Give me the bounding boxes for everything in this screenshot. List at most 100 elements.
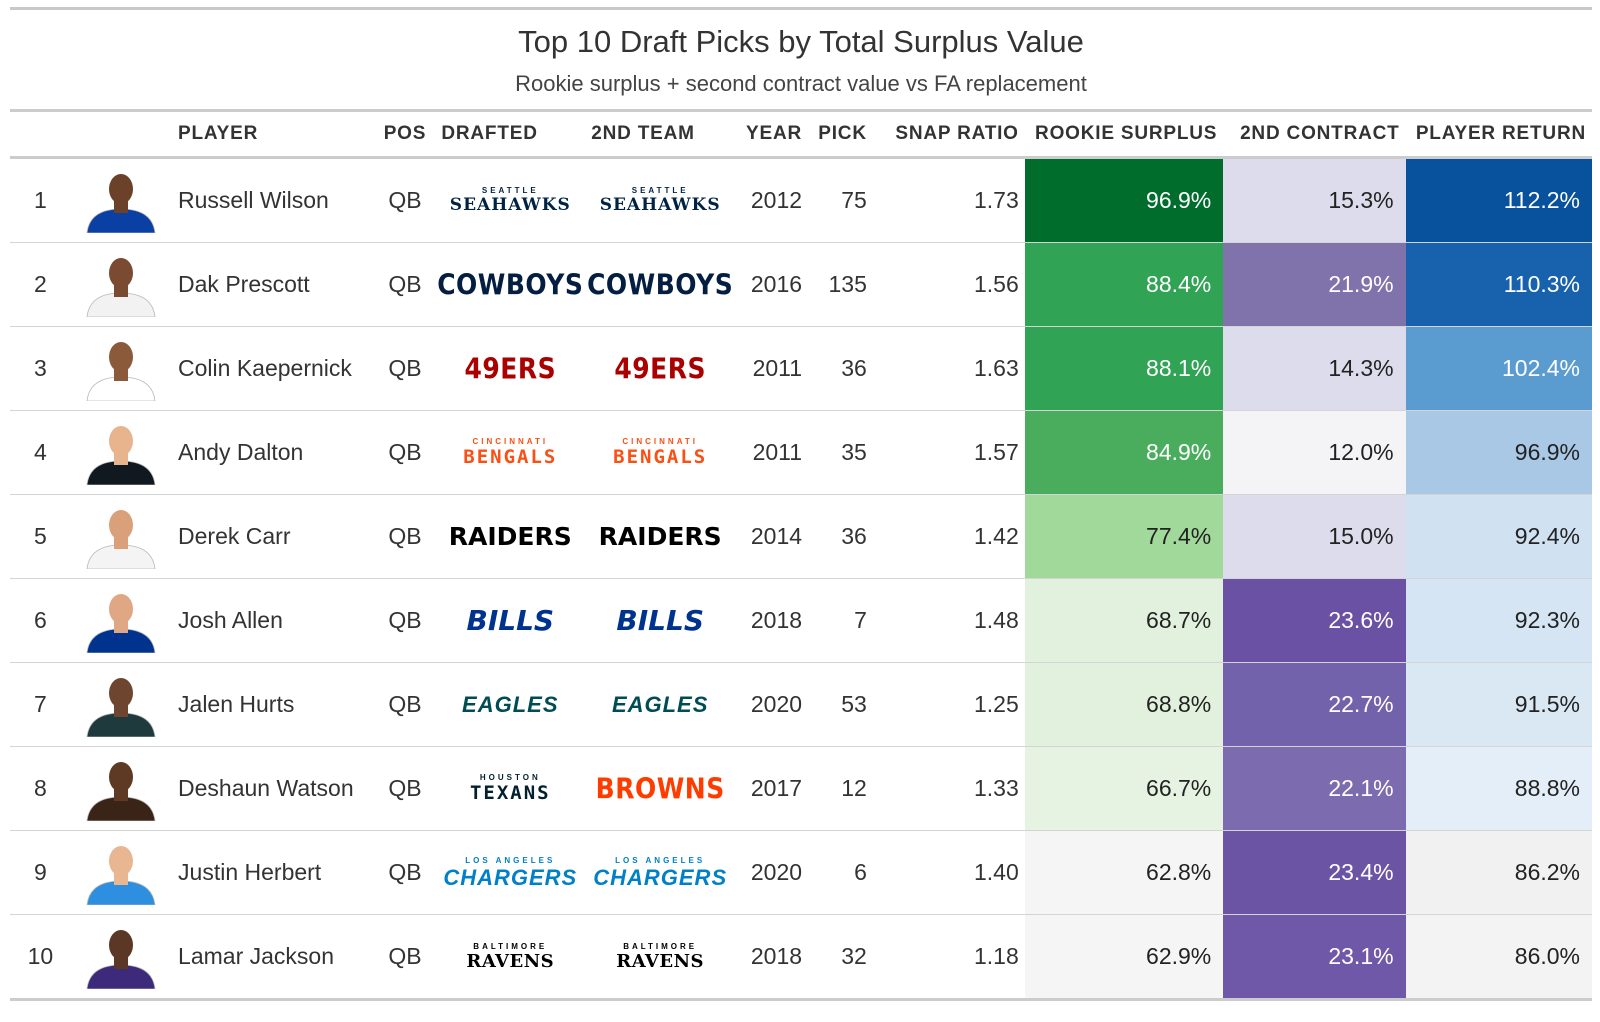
team-logo-chargers: LOS ANGELES CHARGERS (593, 856, 727, 889)
team-logo-super: LOS ANGELES (465, 855, 556, 865)
rank-cell: 9 (10, 830, 71, 915)
second-contract-cell: 15.0% (1223, 494, 1406, 579)
year-cell: 2016 (735, 242, 809, 327)
position-cell: QB (374, 494, 436, 579)
rank-cell: 8 (10, 746, 71, 831)
headshot-cell (70, 494, 173, 579)
table-row: 9 Justin Herbert QB LOS ANGELES CHARGERS LOS … (10, 830, 1592, 915)
rookie-surplus-cell: 77.4% (1024, 494, 1224, 579)
player-headshot-icon (86, 929, 156, 989)
player-headshot-icon (86, 593, 156, 653)
team-logo-bills: BILLS (616, 606, 704, 635)
second-contract-cell: 22.7% (1223, 662, 1406, 747)
drafted-team-cell: SEATTLE SEAHAWKS (435, 157, 586, 243)
top-rule (10, 7, 1592, 10)
pick-cell: 32 (808, 914, 873, 1001)
player-headshot-icon (86, 761, 156, 821)
second-contract-cell: 12.0% (1223, 410, 1406, 495)
player-name: Dak Prescott (172, 242, 375, 327)
player-name: Deshaun Watson (172, 746, 375, 831)
year-cell: 2011 (735, 410, 809, 495)
col-second-team: 2ND TEAM (585, 109, 736, 159)
headshot-cell (70, 157, 173, 243)
position-cell: QB (374, 410, 436, 495)
team-logo-main: SEAHAWKS (449, 195, 571, 215)
player-return-cell: 92.4% (1405, 494, 1592, 579)
player-name: Colin Kaepernick (172, 326, 375, 411)
team-logo-cowboys: COWBOYS (437, 270, 583, 299)
col-rank (10, 109, 71, 159)
player-return-cell: 86.2% (1405, 830, 1592, 915)
rank-cell: 3 (10, 326, 71, 411)
team-logo-bengals: CINCINNATI BENGALS (613, 438, 707, 467)
team-logo-49ers: 49ERS (464, 354, 556, 383)
team-logo-eagles: EAGLES (612, 693, 708, 716)
second-team-cell: EAGLES (585, 662, 736, 747)
rank-cell: 7 (10, 662, 71, 747)
second-contract-cell: 22.1% (1223, 746, 1406, 831)
player-name: Jalen Hurts (172, 662, 375, 747)
table-row: 7 Jalen Hurts QB EAGLES EAGLES 2020 53 1.25 68.8… (10, 662, 1592, 747)
player-return-cell: 112.2% (1405, 157, 1592, 243)
second-team-cell: 49ERS (585, 326, 736, 411)
rank-cell: 6 (10, 578, 71, 663)
rookie-surplus-cell: 62.9% (1024, 914, 1224, 1001)
drafted-team-cell: RAIDERS (435, 494, 586, 579)
team-logo-main: RAVENS (466, 950, 555, 972)
player-return-cell: 102.4% (1405, 326, 1592, 411)
headshot-cell (70, 662, 173, 747)
team-logo-main: COWBOYS (587, 267, 734, 302)
snap-ratio-cell: 1.63 (872, 326, 1025, 411)
snap-ratio-cell: 1.73 (872, 157, 1025, 243)
team-logo-super: CINCINNATI (622, 437, 698, 446)
rookie-surplus-cell: 66.7% (1024, 746, 1224, 831)
rank-cell: 2 (10, 242, 71, 327)
second-team-cell: LOS ANGELES CHARGERS (585, 830, 736, 915)
col-player: PLAYER (172, 109, 375, 159)
rookie-surplus-cell: 62.8% (1024, 830, 1224, 915)
player-return-cell: 86.0% (1405, 914, 1592, 1001)
table-row: 8 Deshaun Watson QB HOUSTON TEXANS BROWNS 2017… (10, 746, 1592, 831)
player-headshot-icon (86, 509, 156, 569)
team-logo-super: BALTIMORE (473, 941, 548, 951)
team-logo-ravens: BALTIMORE RAVENS (466, 941, 555, 972)
drafted-team-cell: 49ERS (435, 326, 586, 411)
table-row: 4 Andy Dalton QB CINCINNATI BENGALS CINCINNAT… (10, 410, 1592, 495)
rookie-surplus-cell: 88.1% (1024, 326, 1224, 411)
headshot-cell (70, 410, 173, 495)
player-name: Justin Herbert (172, 830, 375, 915)
player-headshot-icon (86, 173, 156, 233)
second-contract-cell: 23.1% (1223, 914, 1406, 1001)
year-cell: 2017 (735, 746, 809, 831)
second-team-cell: COWBOYS (585, 242, 736, 327)
player-headshot-icon (86, 677, 156, 737)
col-pos: POS (374, 109, 436, 159)
second-contract-cell: 23.6% (1223, 578, 1406, 663)
snap-ratio-cell: 1.25 (872, 662, 1025, 747)
drafted-team-cell: HOUSTON TEXANS (435, 746, 586, 831)
player-return-cell: 91.5% (1405, 662, 1592, 747)
pick-cell: 6 (808, 830, 873, 915)
pick-cell: 12 (808, 746, 873, 831)
team-logo-main: TEXANS (469, 782, 551, 804)
second-team-cell: CINCINNATI BENGALS (585, 410, 736, 495)
team-logo-seahawks: SEATTLE SEAHAWKS (600, 187, 721, 214)
team-logo-ravens: BALTIMORE RAVENS (616, 942, 704, 971)
second-contract-cell: 23.4% (1223, 830, 1406, 915)
header-row: PLAYER POS DRAFTED 2ND TEAM YEAR PICK SN… (10, 109, 1592, 159)
second-team-cell: BALTIMORE RAVENS (585, 914, 736, 1001)
player-name: Lamar Jackson (172, 914, 375, 1001)
snap-ratio-cell: 1.42 (872, 494, 1025, 579)
pick-cell: 7 (808, 578, 873, 663)
team-logo-bengals: CINCINNATI BENGALS (463, 438, 557, 467)
team-logo-main: BENGALS (463, 446, 558, 468)
team-logo-main: RAIDERS (448, 522, 572, 551)
table-subtitle: Rookie surplus + second contract value v… (515, 71, 1087, 96)
headshot-cell (70, 242, 173, 327)
rookie-surplus-cell: 68.8% (1024, 662, 1224, 747)
draft-picks-table: PLAYER POS DRAFTED 2ND TEAM YEAR PICK SN… (10, 109, 1592, 1001)
player-headshot-icon (86, 341, 156, 401)
team-logo-main: RAIDERS (598, 522, 722, 551)
pick-cell: 36 (808, 326, 873, 411)
player-name: Josh Allen (172, 578, 375, 663)
